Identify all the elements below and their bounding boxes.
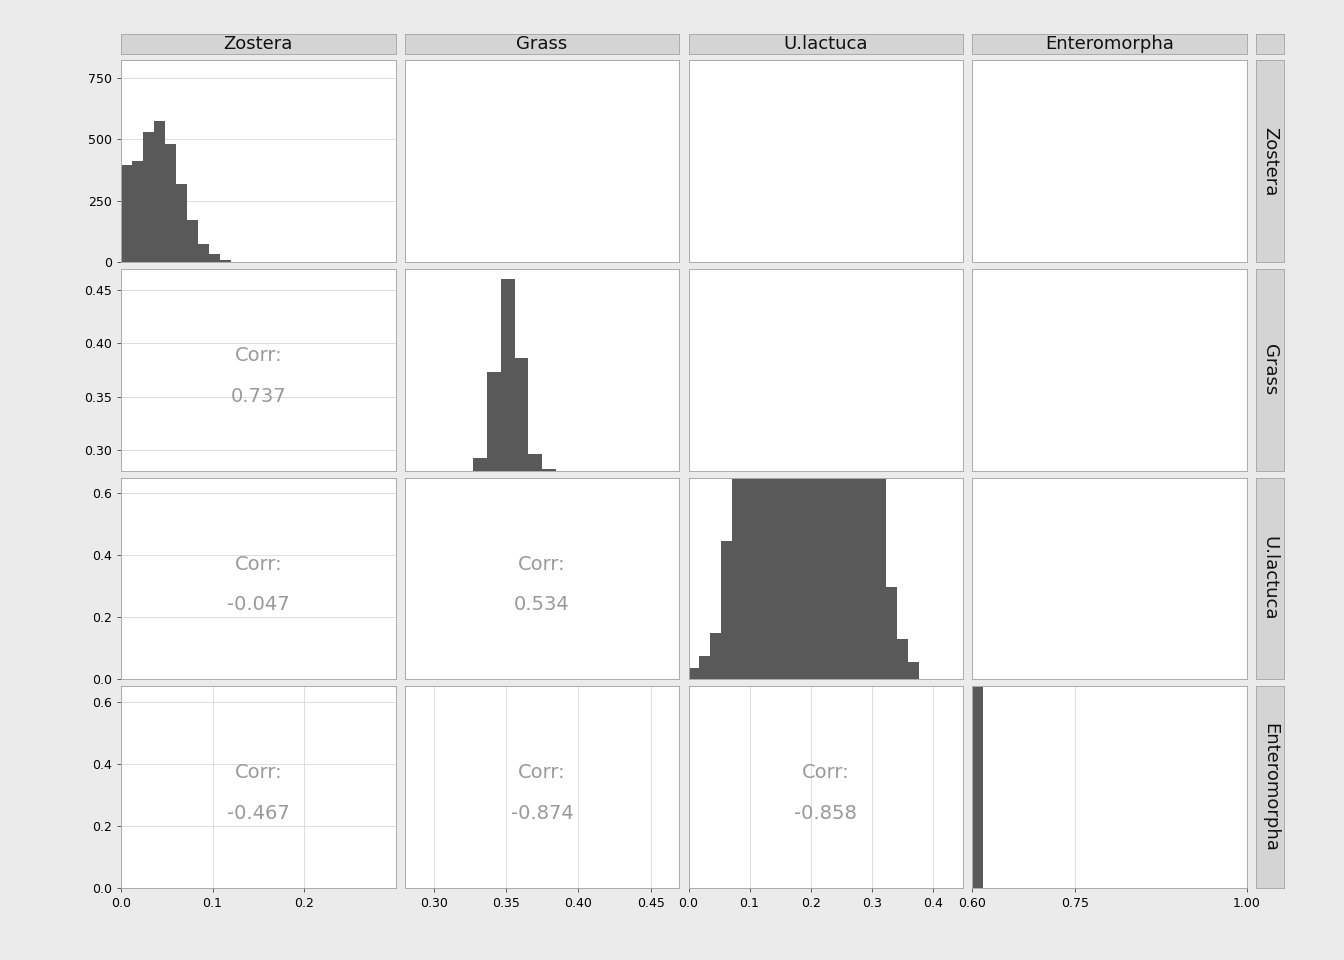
Bar: [820, 0, 832, 680]
Bar: [843, 0, 853, 680]
Bar: [688, 668, 699, 680]
Text: U.lactuca: U.lactuca: [784, 35, 868, 53]
Bar: [473, 458, 487, 471]
Bar: [528, 454, 542, 471]
Bar: [165, 144, 176, 262]
Text: Enteromorpha: Enteromorpha: [1046, 35, 1175, 53]
Bar: [809, 0, 820, 680]
Text: Corr:: Corr:: [234, 555, 282, 574]
Text: Corr:: Corr:: [802, 763, 849, 782]
Text: 0.737: 0.737: [231, 387, 286, 406]
Bar: [121, 165, 132, 262]
Bar: [732, 467, 743, 680]
Bar: [699, 657, 711, 680]
Text: Grass: Grass: [1261, 345, 1278, 396]
Bar: [187, 220, 198, 262]
Text: 0.534: 0.534: [515, 595, 570, 614]
Bar: [972, 0, 984, 888]
Text: -0.874: -0.874: [511, 804, 574, 823]
Bar: [198, 245, 208, 262]
Text: -0.467: -0.467: [227, 804, 290, 823]
Bar: [832, 0, 843, 680]
Bar: [909, 662, 919, 680]
Text: Corr:: Corr:: [519, 763, 566, 782]
Bar: [754, 0, 766, 680]
Bar: [176, 183, 187, 262]
Text: -0.047: -0.047: [227, 595, 290, 614]
Bar: [777, 0, 788, 680]
Bar: [515, 358, 528, 471]
Text: U.lactuca: U.lactuca: [1261, 537, 1278, 621]
Bar: [898, 639, 909, 680]
Bar: [142, 132, 155, 262]
Bar: [766, 0, 777, 680]
Bar: [487, 372, 501, 471]
Bar: [743, 104, 754, 680]
Bar: [798, 0, 809, 680]
Bar: [875, 461, 886, 680]
Bar: [501, 278, 515, 471]
Text: -0.858: -0.858: [794, 804, 857, 823]
Text: Zostera: Zostera: [1261, 127, 1278, 196]
Bar: [788, 0, 798, 680]
Text: Enteromorpha: Enteromorpha: [1261, 723, 1278, 852]
Text: Corr:: Corr:: [234, 763, 282, 782]
Text: Corr:: Corr:: [519, 555, 566, 574]
Text: Grass: Grass: [516, 35, 567, 53]
Bar: [886, 588, 898, 680]
Text: Zostera: Zostera: [223, 35, 293, 53]
Bar: [220, 260, 231, 262]
Bar: [711, 634, 722, 680]
Bar: [132, 161, 142, 262]
Bar: [155, 121, 165, 262]
Bar: [722, 541, 732, 680]
Bar: [208, 254, 220, 262]
Text: Corr:: Corr:: [234, 347, 282, 366]
Bar: [542, 469, 556, 471]
Bar: [853, 41, 864, 680]
Bar: [864, 265, 875, 680]
